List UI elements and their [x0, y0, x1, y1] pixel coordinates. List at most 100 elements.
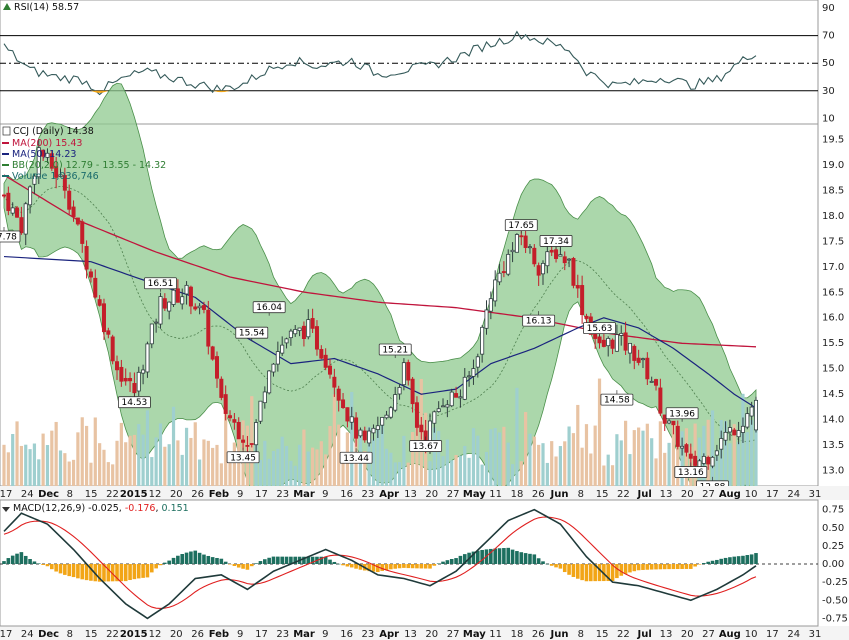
candle-body [514, 234, 519, 253]
candle-body [275, 351, 280, 365]
candle-body [519, 235, 524, 238]
candle-body [88, 271, 93, 278]
volume-bar [715, 456, 719, 486]
macd-histogram-bar [197, 552, 202, 564]
volume-bar [706, 419, 710, 486]
macd-histogram-bar [623, 564, 628, 574]
price-tick-label: 17.0 [822, 262, 844, 273]
price-tick-label: 19.0 [822, 160, 844, 171]
price-annotation: 14.53 [118, 392, 151, 408]
rsi-tick-label: 90 [822, 3, 835, 14]
volume-bar [628, 454, 632, 486]
price-annotation: 15.63 [583, 322, 616, 337]
macd-histogram-bar [6, 558, 11, 564]
volume-bar [337, 424, 341, 486]
volume-bar [589, 453, 593, 486]
x-tick-label: 17 [255, 629, 268, 640]
candle-body [2, 194, 7, 197]
price-tick-label: 18.5 [822, 185, 844, 196]
candle-body [71, 206, 76, 217]
volume-bar [263, 440, 267, 486]
volume-bar [37, 459, 41, 486]
volume-bar [754, 429, 758, 486]
candle-body [532, 247, 537, 265]
candle-body [706, 456, 711, 465]
macd-histogram-bar [536, 558, 541, 564]
macd-histogram-bar [449, 559, 454, 564]
candle-body [228, 415, 233, 419]
macd-tick-label: 0.25 [822, 541, 844, 552]
candle-body [301, 325, 306, 340]
macd-histogram-bar [171, 557, 176, 564]
candle-body [567, 258, 572, 261]
volume-bar [250, 396, 254, 486]
volume-bar [32, 443, 37, 486]
volume-bar [171, 406, 176, 486]
annotation-label: 17.78 [0, 232, 17, 242]
volume-bar [641, 430, 645, 486]
macd-tick-label: -0.50 [822, 595, 848, 606]
price-annotation: 13.44 [339, 448, 373, 464]
volume-bar [258, 459, 263, 486]
macd-histogram-bar [432, 564, 437, 566]
candle-body [110, 336, 115, 362]
macd-histogram-bar [584, 564, 589, 582]
volume-bar [632, 430, 636, 486]
legend-entry: MA(200) 15.43 [12, 138, 82, 149]
volume-bar [328, 426, 332, 486]
macd-histogram-bar [258, 561, 263, 564]
x-tick-label: 11 [489, 489, 502, 500]
macd-hist-value: 0.151 [162, 503, 189, 514]
candle-body [623, 332, 628, 351]
x-tick-label: 22 [106, 489, 119, 500]
candle-body [662, 414, 667, 424]
price-tick-label: 13.5 [822, 440, 844, 451]
candle-body [580, 285, 585, 316]
candle-body [349, 416, 354, 423]
macd-histogram-bar [341, 564, 345, 566]
annotation-label: 15.54 [239, 329, 265, 339]
annotation-label: 13.44 [343, 454, 369, 464]
macd-histogram-bar [332, 561, 337, 564]
volume-bar [510, 464, 515, 486]
x-tick-label: Mar [293, 629, 315, 640]
macd-histogram-bar [15, 553, 19, 564]
macd-histogram-bar [419, 564, 424, 569]
x-tick-label: 18 [511, 489, 524, 500]
macd-histogram-bar [215, 557, 219, 564]
macd-histogram-bar [445, 560, 450, 564]
x-tick-label: 8 [67, 629, 73, 640]
volume-bar [154, 437, 158, 486]
x-tick-label: May [463, 489, 486, 500]
x-tick-label: 31 [809, 629, 822, 640]
volume-bar [319, 441, 323, 486]
candle-body [167, 301, 172, 312]
x-tick-label: 9 [237, 489, 243, 500]
macd-line [3, 508, 757, 620]
candle-body [106, 330, 111, 335]
price-annotation: 15.54 [235, 326, 269, 342]
candle-body [610, 339, 615, 349]
x-tick-label: 26 [532, 489, 545, 500]
candle-body [32, 175, 37, 185]
price-tick-label: 15.5 [822, 338, 844, 349]
volume-bar [654, 458, 658, 486]
macd-histogram-bar [358, 564, 363, 570]
x-tick-label: 17 [0, 489, 12, 500]
x-tick-label: 16 [340, 629, 353, 640]
candle-body [158, 296, 163, 325]
volume-bar [145, 410, 150, 486]
macd-histogram-bar [302, 556, 306, 564]
candle-body [175, 288, 180, 303]
candle-body [245, 445, 250, 447]
volume-bar [537, 444, 541, 486]
candle-body [284, 338, 289, 344]
macd-histogram-bar [410, 564, 415, 569]
macd-histogram-bar [523, 553, 528, 564]
candle-body [710, 456, 715, 467]
volume-bar [745, 432, 749, 486]
candle-body [323, 354, 328, 368]
macd-histogram-bar [515, 551, 519, 564]
macd-histogram-bar [719, 558, 724, 564]
macd-histogram-bar [349, 564, 354, 568]
